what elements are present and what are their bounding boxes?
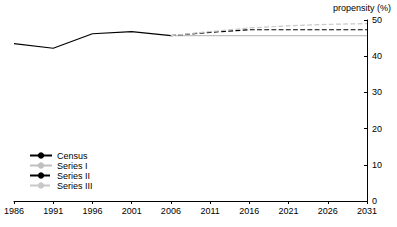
svg-text:2001: 2001 — [122, 206, 142, 216]
svg-text:1991: 1991 — [43, 206, 63, 216]
svg-text:2026: 2026 — [318, 206, 338, 216]
svg-text:0: 0 — [372, 196, 377, 206]
svg-text:propensity (%): propensity (%) — [333, 3, 391, 13]
svg-text:Series I: Series I — [57, 161, 88, 171]
svg-text:10: 10 — [372, 160, 382, 170]
svg-text:2021: 2021 — [279, 206, 299, 216]
svg-text:50: 50 — [372, 15, 382, 25]
svg-text:2031: 2031 — [357, 206, 377, 216]
svg-text:2006: 2006 — [161, 206, 181, 216]
svg-text:Series II: Series II — [57, 171, 90, 181]
svg-text:1986: 1986 — [4, 206, 24, 216]
svg-text:Census: Census — [57, 151, 88, 161]
svg-text:30: 30 — [372, 87, 382, 97]
svg-text:Series III: Series III — [57, 181, 93, 191]
svg-text:1996: 1996 — [82, 206, 102, 216]
svg-text:20: 20 — [372, 124, 382, 134]
svg-text:2016: 2016 — [239, 206, 259, 216]
svg-text:40: 40 — [372, 51, 382, 61]
svg-text:2011: 2011 — [200, 206, 219, 216]
